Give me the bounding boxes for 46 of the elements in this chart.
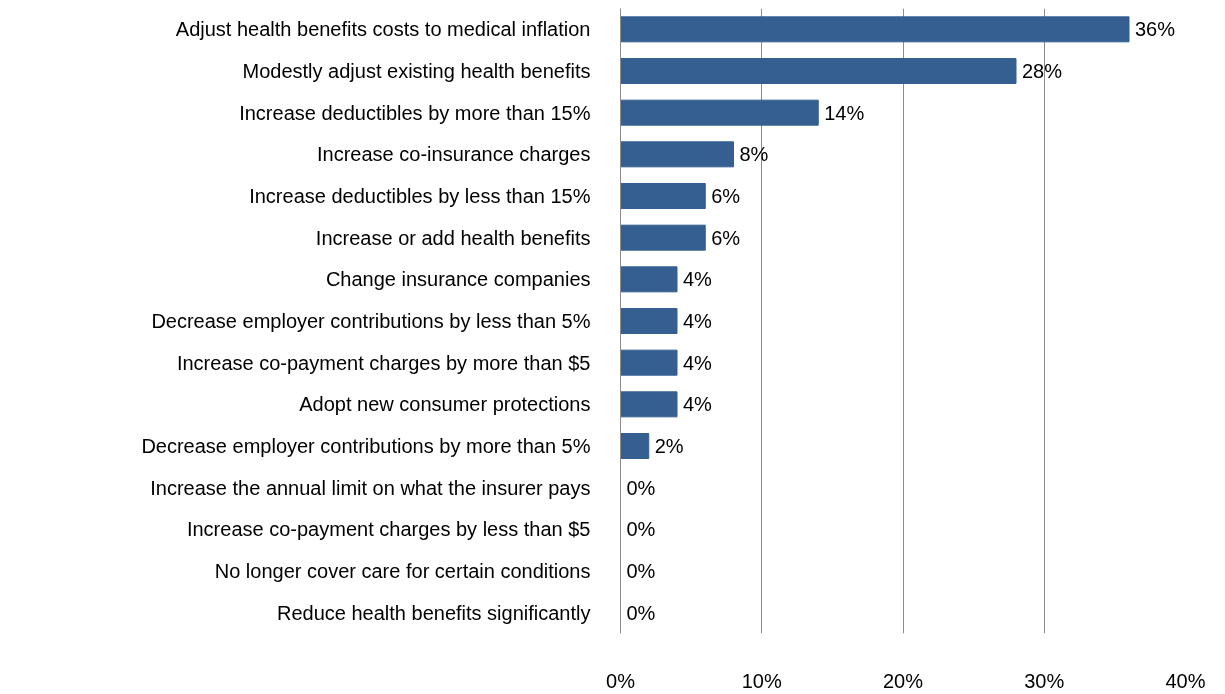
x-tick-label: 40% <box>1165 669 1206 692</box>
y-tick-label: Increase or add health benefits <box>315 226 591 249</box>
x-tick-label: 30% <box>1024 669 1065 692</box>
data-label: 4% <box>683 268 713 291</box>
data-label: 8% <box>739 143 769 166</box>
data-label: 4% <box>683 351 713 374</box>
y-tick-label: Increase co-payment charges by more than $5 <box>176 351 591 374</box>
y-tick-label: No longer cover care for certain conditions <box>214 560 591 582</box>
bar <box>620 266 678 293</box>
data-label: 2% <box>654 435 684 457</box>
bar <box>620 183 706 209</box>
y-tick-label: Increase the annual limit on what the insurer pays <box>150 476 591 499</box>
x-tick-label: 20% <box>882 669 924 692</box>
y-tick-label: Increase co-payment charges by less than $5 <box>186 518 591 541</box>
data-label: 4% <box>683 393 713 416</box>
x-tick-label: 0% <box>606 669 636 692</box>
y-tick-label: Adopt new consumer protections <box>299 393 591 416</box>
data-label: 0% <box>626 601 656 624</box>
bar <box>620 141 734 168</box>
data-label: 6% <box>711 226 741 249</box>
y-tick-label: Decrease employer contributions by less than 5% <box>151 310 591 332</box>
data-label: 0% <box>626 476 656 499</box>
y-tick-label: Reduce health benefits significantly <box>276 601 591 624</box>
bar <box>620 433 650 459</box>
y-tick-label: Decrease employer contributions by more than 5% <box>141 435 591 457</box>
data-label: 14% <box>824 101 865 124</box>
bar <box>620 99 819 126</box>
data-label: 28% <box>1022 60 1063 82</box>
bar <box>620 16 1130 43</box>
data-label: 0% <box>626 560 656 582</box>
y-tick-label: Increase deductibles by less than 15% <box>249 185 591 207</box>
data-label: 0% <box>626 518 656 541</box>
y-tick-label: Change insurance companies <box>325 268 591 291</box>
data-label: 6% <box>711 185 741 207</box>
data-label: 4% <box>683 310 713 332</box>
y-tick-label: Increase deductibles by more than 15% <box>239 101 591 124</box>
y-tick-label: Modestly adjust existing health benefits <box>242 60 591 82</box>
bar <box>620 308 678 334</box>
x-tick-label: 10% <box>741 669 782 692</box>
bar <box>620 391 678 418</box>
bar <box>620 224 706 251</box>
data-label: 36% <box>1135 18 1176 41</box>
bar <box>620 58 1017 84</box>
bar <box>620 349 678 376</box>
y-tick-label: Adjust health benefits costs to medical inflation <box>175 18 591 41</box>
y-tick-label: Increase co-insurance charges <box>317 143 591 166</box>
